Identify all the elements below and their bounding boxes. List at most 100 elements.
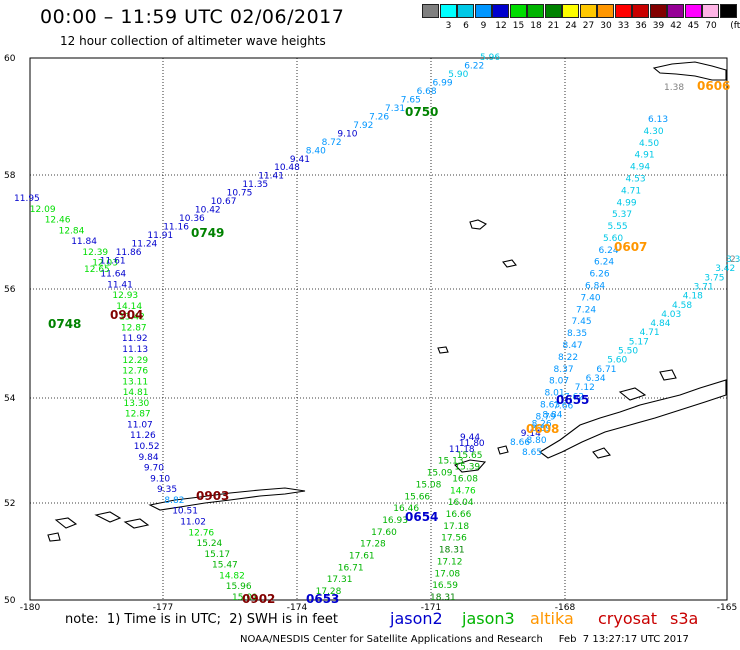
wave-height-label: 2. (730, 255, 739, 265)
wave-height-label: 6.24 (599, 246, 619, 256)
wave-height-label: 4.30 (644, 127, 664, 137)
wave-height-label: 4.91 (635, 151, 655, 161)
wave-height-label: 8.47 (563, 341, 583, 351)
pass-time-label: 0606 (697, 79, 730, 93)
wave-height-label: 6.13 (648, 115, 668, 125)
coastlines (47, 61, 727, 542)
pass-time-label: 0749 (191, 226, 224, 240)
pass-time-label: 0903 (196, 489, 229, 503)
legend-label: 3 (445, 21, 452, 31)
legend-swatch (527, 4, 544, 18)
wave-height-label: 18.31 (439, 546, 465, 556)
wave-height-label: 11.13 (122, 345, 148, 355)
wave-height-label: 9.14 (521, 429, 541, 439)
wave-height-label: 10.51 (172, 507, 198, 517)
wave-height-label: 5.90 (448, 70, 468, 80)
legend-label: 15 (512, 21, 525, 31)
wave-height-label: 11.16 (163, 223, 189, 233)
wave-height-label: 9.44 (460, 433, 480, 443)
legend-swatch (632, 4, 649, 18)
lat-label: 60 (4, 54, 16, 64)
wave-height-label: 14.14 (116, 302, 142, 312)
wave-height-label: 4.18 (683, 292, 703, 302)
wave-height-label: 17.18 (443, 522, 469, 532)
wave-height-label: 16.08 (452, 475, 478, 485)
wave-height-label: 12.76 (122, 367, 148, 377)
wave-height-label: 6.71 (596, 365, 616, 375)
legend-label: 39 (652, 21, 665, 31)
wave-height-label: 16.93 (382, 516, 408, 526)
pass-time-label: 0654 (405, 510, 438, 524)
wave-height-label: 11.61 (100, 257, 126, 267)
wave-height-label: 16.59 (432, 581, 458, 591)
mission-cryosat: cryosat (598, 609, 658, 628)
wave-height-label: 3.75 (704, 273, 724, 283)
wave-height-label: 10.42 (195, 206, 221, 216)
wave-height-label: 8.01 (545, 389, 565, 399)
coastline-island (148, 487, 306, 511)
legend-label: 21 (547, 21, 560, 31)
wave-height-label: 17.61 (349, 552, 375, 562)
wave-height-label: 6.26 (590, 270, 610, 280)
wave-height-label: 15.09 (427, 469, 453, 479)
wave-height-label: 16.66 (446, 510, 472, 520)
wave-height-label: 7.92 (353, 121, 373, 131)
wave-height-label: 10.48 (274, 163, 300, 173)
lat-label: 56 (4, 285, 16, 295)
wave-height-label: 11.35 (242, 180, 268, 190)
wave-height-label: 11.64 (100, 270, 126, 280)
coastline-island (659, 369, 677, 381)
legend-swatch (579, 4, 597, 18)
legend-swatch (597, 4, 614, 18)
wave-height-label: 11.07 (127, 421, 153, 431)
pass-time-label: 0902 (242, 592, 275, 606)
legend-swatch (702, 4, 719, 18)
legend-label: 27 (582, 21, 595, 31)
pass-time-label: 0904 (110, 308, 143, 322)
legend-swatch (474, 4, 492, 18)
wave-height-label: 13.11 (122, 377, 148, 387)
lon-label: -180 (20, 603, 41, 613)
wave-height-label: 5.37 (612, 210, 632, 220)
mission-jason2: jason2 (390, 609, 443, 628)
wave-height-label: 11.80 (459, 439, 485, 449)
wave-height-label: 7.26 (369, 112, 389, 122)
legend-swatch (492, 4, 509, 18)
wave-height-label: 10.36 (179, 214, 205, 224)
wave-height-label: 6.84 (585, 282, 605, 292)
wave-height-label: 12.39 (82, 248, 108, 258)
coastline-island (47, 532, 61, 542)
wave-height-label: 8.84 (542, 411, 562, 421)
wave-height-label: 17.28 (360, 540, 386, 550)
coastline-island (539, 379, 727, 459)
wave-height-label: 12.93 (112, 291, 138, 301)
wave-height-label: 8.79 (536, 412, 556, 422)
wave-height-label: 4.71 (621, 186, 641, 196)
wave-height-label: 17.56 (441, 534, 467, 544)
wave-height-label: 15.96 (226, 582, 252, 592)
wave-height-label: 7.31 (385, 104, 405, 114)
legend-swatch (649, 4, 667, 18)
lon-label: -168 (555, 603, 576, 613)
wave-height-label: 12.84 (59, 226, 85, 236)
coastline-island (469, 219, 487, 230)
wave-height-label: 7.24 (576, 305, 596, 315)
coastline-island (652, 61, 727, 81)
pass-time-label: 0608 (526, 422, 559, 436)
lon-label: -171 (421, 603, 441, 613)
wave-height-label: 11.24 (132, 240, 158, 250)
wave-height-label: 12.76 (188, 528, 214, 538)
wave-height-label: 17.28 (316, 587, 342, 597)
wave-height-label: 9.10 (337, 129, 357, 139)
wave-height-label: 4.84 (650, 319, 670, 329)
wave-height-label: 4.50 (639, 139, 659, 149)
wave-height-label: 15.39 (454, 463, 480, 473)
legend-swatch (457, 4, 474, 18)
legend-label: 30 (600, 21, 612, 31)
coastline-island (618, 387, 647, 401)
lon-label: -177 (153, 603, 173, 613)
lon-label: -174 (287, 603, 308, 613)
wave-height-label: 10.67 (211, 197, 237, 207)
wave-height-label: 18.31 (430, 593, 456, 603)
